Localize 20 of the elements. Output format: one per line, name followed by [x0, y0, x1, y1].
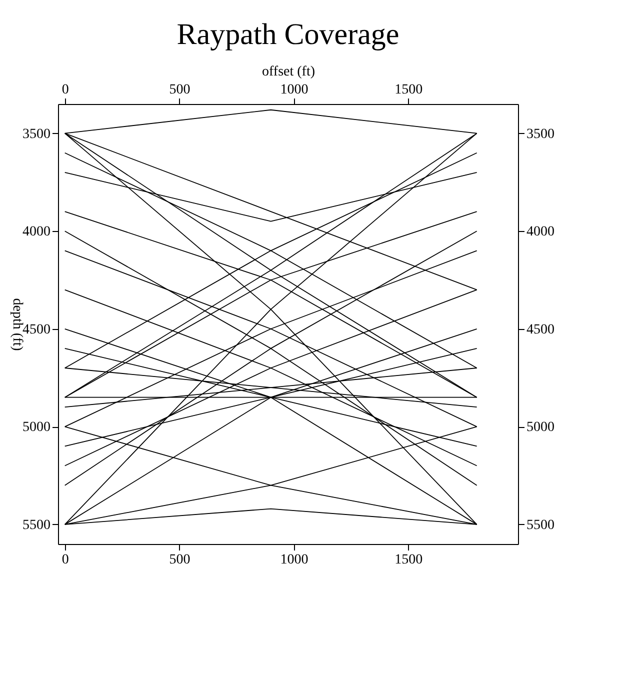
- x2-tick-label: 1000: [280, 82, 308, 98]
- y2-tick-label: 3500: [526, 126, 554, 142]
- y2-tick-label: 5500: [526, 518, 554, 533]
- x-tick-label: 0: [62, 552, 69, 568]
- y-tick-label: 3500: [22, 126, 50, 142]
- y-tick-label: 5500: [22, 518, 50, 533]
- x-tick-label: 1000: [280, 552, 308, 568]
- x2-tick-label: 500: [169, 82, 190, 98]
- x-tick-label: 500: [169, 552, 190, 568]
- y2-tick-label: 4000: [526, 224, 554, 240]
- y2-tick-label: 4500: [526, 322, 554, 338]
- x2-tick-label: 0: [62, 82, 69, 98]
- chart-title: Raypath Coverage: [176, 18, 400, 51]
- x2-tick-label: 1500: [394, 82, 423, 98]
- y-tick-label: 4000: [22, 224, 50, 240]
- y-tick-label: 5000: [22, 420, 50, 436]
- y-tick-label: 4500: [22, 322, 50, 338]
- x-tick-label: 1500: [394, 552, 423, 568]
- x2-axis-title: offset (ft): [262, 64, 316, 80]
- y2-tick-label: 5000: [526, 420, 554, 436]
